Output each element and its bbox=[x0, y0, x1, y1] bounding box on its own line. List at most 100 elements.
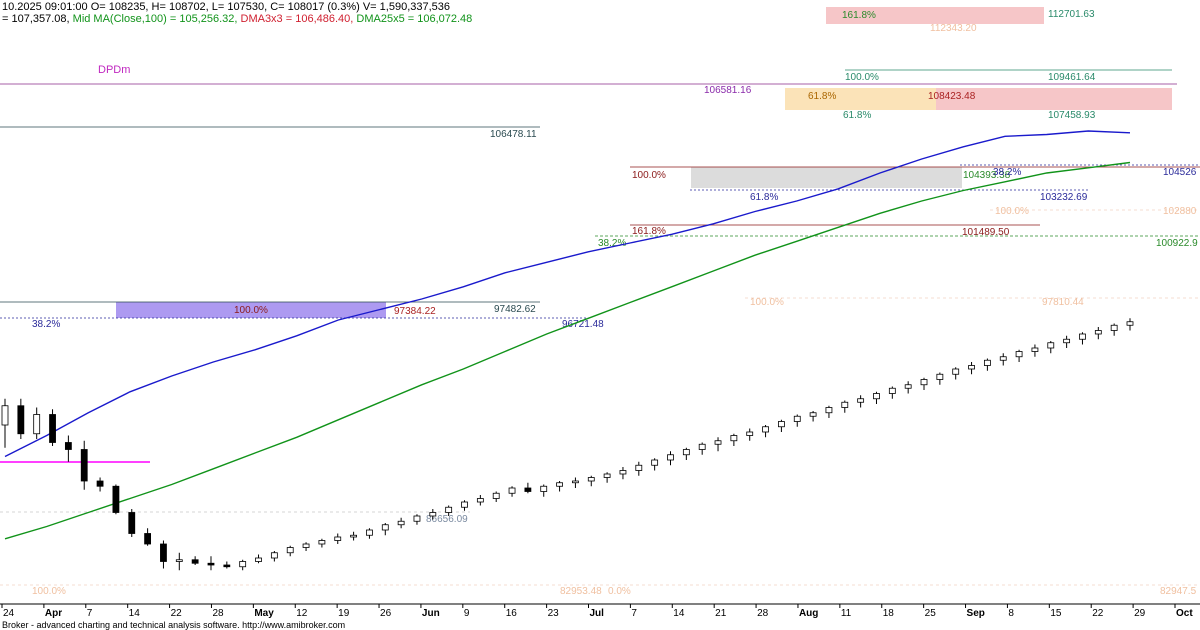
candle bbox=[888, 386, 896, 399]
candle-body bbox=[762, 426, 769, 433]
candle-body bbox=[556, 482, 563, 487]
candle bbox=[286, 545, 294, 557]
candle bbox=[461, 500, 468, 511]
x-tick-label: 21 bbox=[715, 608, 727, 619]
faint-label-82947: 82947.5 bbox=[1160, 586, 1197, 597]
candle bbox=[80, 440, 88, 490]
candle bbox=[904, 381, 912, 394]
candle bbox=[350, 531, 357, 541]
candle-body bbox=[983, 359, 991, 366]
x-tick-label: 18 bbox=[883, 608, 895, 619]
pink-zone-mid bbox=[936, 88, 1172, 110]
candle bbox=[682, 447, 690, 460]
candle bbox=[492, 491, 500, 502]
candle bbox=[1079, 332, 1086, 345]
pct-618-label-b: 61.8% bbox=[808, 91, 836, 102]
dma25-line bbox=[4, 161, 1131, 540]
candle bbox=[746, 428, 754, 441]
candle bbox=[667, 451, 674, 466]
x-tick-label: 16 bbox=[506, 608, 518, 619]
candle bbox=[445, 505, 453, 516]
candle bbox=[999, 353, 1007, 366]
candle bbox=[191, 556, 199, 565]
candle-body bbox=[873, 393, 880, 400]
candle-body bbox=[112, 485, 120, 513]
x-tick-label: 14 bbox=[673, 608, 685, 619]
level-103232-label: 103232.69 bbox=[1040, 192, 1088, 203]
candle bbox=[1, 398, 9, 448]
ma100-line bbox=[4, 130, 1131, 458]
x-tick-label: 25 bbox=[925, 608, 937, 619]
candle-body bbox=[492, 492, 500, 499]
candle-body bbox=[286, 547, 294, 554]
candle bbox=[793, 414, 801, 427]
candle-body bbox=[667, 454, 674, 461]
gray-zone bbox=[691, 167, 962, 188]
candle-body bbox=[698, 443, 706, 450]
candle-body bbox=[318, 540, 326, 545]
candle-body bbox=[968, 365, 975, 370]
pink-zone-top bbox=[826, 7, 1044, 24]
candle bbox=[302, 542, 310, 551]
x-tick-label: 7 bbox=[631, 608, 637, 619]
x-tick-label: Aug bbox=[799, 608, 818, 619]
candle-body bbox=[904, 384, 912, 389]
candle bbox=[809, 411, 817, 422]
candle bbox=[825, 405, 833, 418]
candle bbox=[635, 461, 643, 476]
candle-body bbox=[1126, 321, 1134, 326]
quote-header-line: 10.2025 09:01:00 O= 108235, H= 108702, L… bbox=[2, 1, 451, 13]
candle-body bbox=[603, 473, 611, 478]
candle-body bbox=[572, 480, 579, 484]
pct-100-label-purple: 100.0% bbox=[234, 305, 268, 316]
candle-body bbox=[80, 449, 88, 482]
x-tick-label: 26 bbox=[380, 608, 392, 619]
faint-label-102880: 102880 bbox=[1163, 206, 1197, 217]
faint-label-97810: 97810.44 bbox=[1042, 297, 1084, 308]
candle bbox=[1126, 318, 1134, 331]
x-tick-label: 8 bbox=[1008, 608, 1014, 619]
candle-body bbox=[651, 459, 659, 466]
candle-body bbox=[508, 487, 516, 494]
candle bbox=[144, 528, 152, 546]
candle-body bbox=[397, 520, 405, 526]
candle bbox=[778, 419, 785, 432]
candle-body bbox=[682, 449, 690, 456]
level-107458-label: 107458.93 bbox=[1048, 110, 1096, 121]
pct-100-label: 100.0% bbox=[632, 170, 666, 181]
level-96721-label: 96721.48 bbox=[562, 319, 604, 330]
x-tick-label: May bbox=[254, 608, 274, 619]
candle bbox=[762, 425, 769, 438]
candle-body bbox=[619, 470, 627, 475]
pct-618-label-a: 61.8% bbox=[750, 192, 778, 203]
candle-body bbox=[793, 415, 801, 422]
candle bbox=[381, 523, 389, 536]
level-86656-label: 86656.09 bbox=[426, 514, 468, 525]
x-tick-label: 11 bbox=[841, 608, 852, 619]
candle bbox=[587, 475, 595, 487]
candle-body bbox=[936, 373, 944, 380]
candle bbox=[1047, 341, 1055, 354]
candle-body bbox=[144, 533, 152, 545]
candle-body bbox=[841, 401, 849, 408]
candle bbox=[1110, 323, 1118, 336]
candle bbox=[730, 433, 738, 446]
footer-text: Broker - advanced charting and technical… bbox=[2, 620, 346, 630]
candle bbox=[429, 509, 437, 520]
candle-body bbox=[334, 536, 342, 541]
indicator-header-line: = 107,357.08, Mid MA(Close,100) = 105,25… bbox=[2, 13, 473, 25]
candle-body bbox=[366, 529, 373, 536]
x-tick-label: 19 bbox=[338, 608, 350, 619]
level-97482-label: 97482.62 bbox=[494, 304, 536, 315]
candle-body bbox=[920, 379, 928, 386]
faint-label-112343: 112343.20 bbox=[930, 23, 977, 34]
candle-body bbox=[207, 562, 215, 566]
faint-label-100pct-c: 100.0% bbox=[32, 586, 66, 597]
pct-382-label-c: 38.2% bbox=[993, 167, 1021, 178]
candle-body bbox=[49, 414, 56, 443]
candle bbox=[540, 484, 548, 497]
candle-body bbox=[888, 387, 896, 394]
candle-body bbox=[714, 440, 722, 445]
